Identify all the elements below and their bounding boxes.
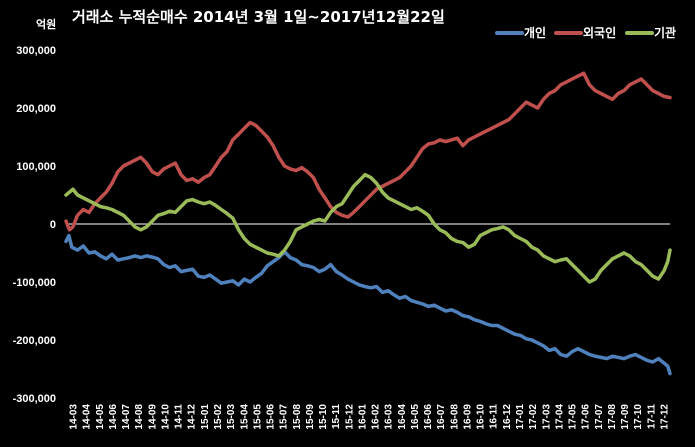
x-tick-label: 16-11 (489, 404, 500, 429)
x-tick-label: 17-06 (581, 404, 592, 430)
y-tick-label: -200,000 (13, 335, 56, 347)
x-tick-label: 17-09 (620, 404, 631, 430)
x-tick-label: 15-06 (266, 404, 277, 430)
x-tick-label: 17-02 (528, 404, 539, 430)
y-tick-label: 200,000 (16, 103, 56, 115)
legend-label-개인: 개인 (524, 25, 546, 40)
x-tick-label: 17-07 (594, 404, 605, 430)
x-tick-label: 16-01 (357, 404, 368, 430)
y-axis: 300,000 200,000 100,000 0 -100,000 -200,000 -3… (13, 45, 670, 405)
x-tick-label: 14-10 (160, 404, 171, 430)
series-lines (64, 71, 672, 376)
chart-title: 거래소 누적순매수 2014년 3월 1일~2017년12월22일 (72, 8, 445, 26)
x-tick-label: 17-04 (554, 404, 565, 430)
legend-label-외국인: 외국인 (583, 25, 616, 40)
x-tick-label: 17-11 (646, 404, 657, 429)
x-tick-label: 16-10 (476, 404, 487, 430)
x-tick-label: 16-05 (410, 404, 421, 430)
series-line-외국인 (64, 71, 672, 232)
y-tick-label: 0 (50, 219, 56, 231)
series-line-기관 (64, 172, 672, 284)
x-tick-label: 15-01 (200, 404, 211, 430)
x-tick-label: 16-12 (502, 404, 513, 430)
x-tick-label: 14-03 (69, 404, 80, 430)
x-tick-label: 14-09 (147, 404, 158, 430)
legend: 개인 외국인 기관 (495, 25, 676, 40)
legend-label-기관: 기관 (654, 25, 676, 40)
x-tick-label: 15-12 (344, 404, 355, 430)
x-tick-label: 17-05 (568, 404, 579, 430)
y-tick-label: 100,000 (16, 161, 56, 173)
y-tick-label: -100,000 (13, 277, 56, 289)
x-tick-label: 17-01 (515, 404, 526, 430)
x-tick-label: 14-12 (187, 404, 198, 430)
x-axis: 14-03 14-04 14-05 14-06 14-07 14-08 14-09 14-10… (69, 404, 671, 430)
x-tick-label: 15-08 (292, 404, 303, 430)
y-axis-unit-label: 억원 (36, 17, 56, 31)
y-tick-label: 300,000 (16, 45, 56, 57)
x-tick-label: 16-02 (371, 404, 382, 430)
x-tick-label: 17-08 (607, 404, 618, 430)
x-tick-label: 16-03 (384, 404, 395, 430)
x-tick-label: 17-10 (633, 404, 644, 430)
x-tick-label: 14-07 (121, 404, 132, 430)
x-tick-label: 14-05 (95, 404, 106, 430)
x-tick-label: 15-04 (239, 404, 250, 430)
x-tick-label: 14-04 (82, 404, 93, 430)
x-tick-label: 15-09 (305, 404, 316, 430)
x-tick-label: 15-02 (213, 404, 224, 430)
x-tick-label: 16-06 (423, 404, 434, 430)
x-tick-label: 17-12 (659, 404, 670, 430)
y-tick-label: -300,000 (13, 393, 56, 405)
x-tick-label: 15-03 (226, 404, 237, 430)
x-tick-label: 17-03 (541, 404, 552, 430)
x-tick-label: 16-04 (397, 404, 408, 430)
x-tick-label: 14-11 (174, 404, 185, 429)
x-tick-label: 16-09 (462, 404, 473, 430)
x-tick-label: 14-08 (134, 404, 145, 430)
x-tick-label: 16-07 (436, 404, 447, 430)
x-tick-label: 15-07 (279, 404, 290, 430)
x-tick-label: 15-11 (331, 404, 342, 429)
x-tick-label: 15-10 (318, 404, 329, 430)
x-tick-label: 16-08 (449, 404, 460, 430)
series-line-개인 (64, 233, 672, 376)
x-tick-label: 15-05 (252, 404, 263, 430)
x-tick-label: 14-06 (108, 404, 119, 430)
